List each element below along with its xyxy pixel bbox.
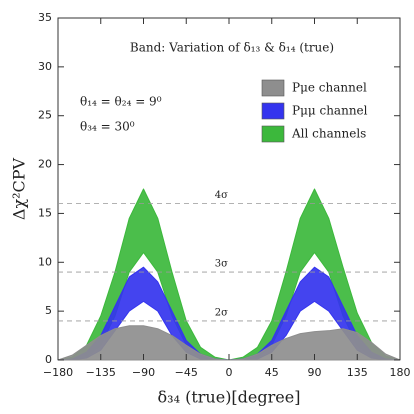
x-tick-label: 135 xyxy=(347,366,368,379)
legend-label: All channels xyxy=(291,127,366,141)
legend-label: Pμe channel xyxy=(292,81,367,95)
annotation: θ₃₄ = 30⁰ xyxy=(80,120,135,134)
y-tick-label: 35 xyxy=(38,11,52,24)
y-axis-label: Δχ²CPV xyxy=(10,157,29,220)
legend-swatch xyxy=(261,79,285,97)
reference-label: 4σ xyxy=(215,190,228,201)
x-tick-label: 0 xyxy=(226,366,233,379)
y-tick-label: 15 xyxy=(38,206,52,219)
annotation: Band: Variation of δ₁₃ & δ₁₄ (true) xyxy=(130,41,334,55)
x-tick-label: −180 xyxy=(43,366,73,379)
y-tick-label: 20 xyxy=(38,158,52,171)
reference-label: 2σ xyxy=(215,307,228,318)
y-tick-label: 30 xyxy=(38,60,52,73)
x-axis-label: δ₃₄ (true)[degree] xyxy=(158,388,301,407)
y-tick-label: 25 xyxy=(38,109,52,122)
legend-label: Pμμ channel xyxy=(292,104,368,118)
y-tick-label: 10 xyxy=(38,255,52,268)
x-tick-label: −45 xyxy=(175,366,198,379)
legend-swatch xyxy=(261,102,285,120)
y-tick-label: 0 xyxy=(45,353,52,366)
x-tick-label: 90 xyxy=(308,366,322,379)
x-tick-label: 45 xyxy=(265,366,279,379)
y-tick-label: 5 xyxy=(45,304,52,317)
annotation: θ₁₄ = θ₂₄ = 9⁰ xyxy=(80,95,162,109)
x-tick-label: −135 xyxy=(86,366,116,379)
legend-swatch xyxy=(261,125,285,143)
x-tick-label: 180 xyxy=(390,366,411,379)
reference-label: 3σ xyxy=(215,259,228,270)
x-tick-label: −90 xyxy=(132,366,155,379)
